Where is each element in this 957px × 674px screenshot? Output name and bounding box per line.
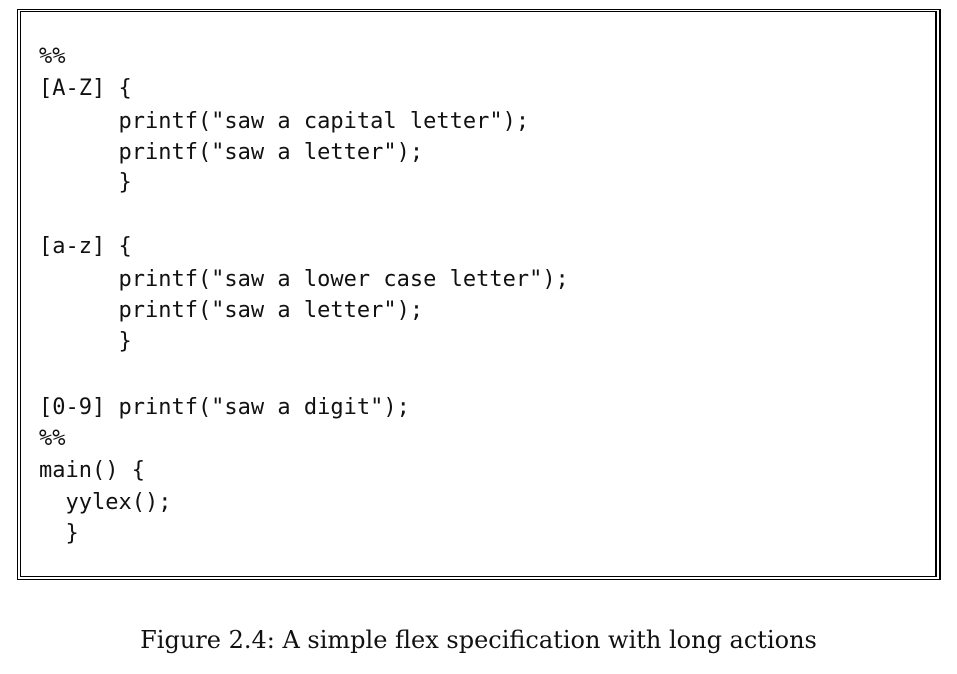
code-line-1: %% [39,44,66,69]
code-line-5: } [39,170,132,195]
code-line-3: printf("saw a capital letter"); [39,109,530,134]
code-line-2: [A-Z] { [39,76,132,101]
code-line-10: } [39,329,132,354]
code-line-15: yylex(); [39,490,172,515]
figure-caption: Figure 2.4: A simple flex specification … [140,626,817,654]
code-line-12: [0-9] printf("saw a digit"); [39,395,410,420]
code-line-8: printf("saw a lower case letter"); [39,267,569,292]
code-line-14: main() { [39,458,145,483]
code-line-9: printf("saw a letter"); [39,298,424,323]
figure-frame: %% [A-Z] { printf("saw a capital letter"… [17,9,941,580]
code-line-16: } [39,521,79,546]
code-line-4: printf("saw a letter"); [39,140,424,165]
code-line-7: [a-z] { [39,234,132,259]
code-line-13: %% [39,426,66,451]
